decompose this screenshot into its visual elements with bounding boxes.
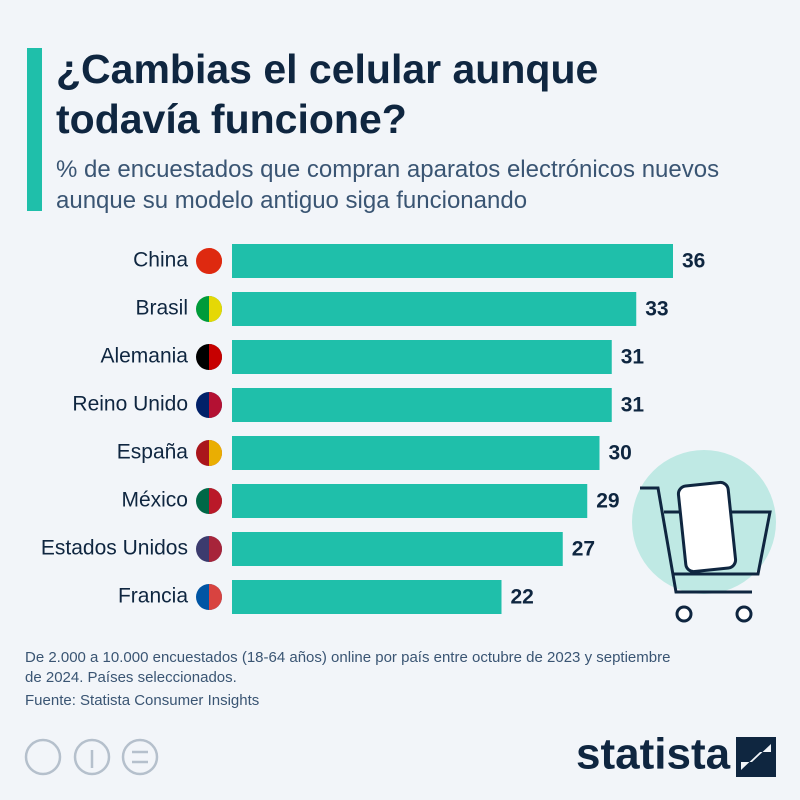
chart-subtitle: % de encuestados que compran aparatos el…	[56, 156, 720, 214]
value-label: 29	[596, 490, 619, 513]
bar	[232, 436, 600, 470]
bar	[232, 484, 588, 518]
value-label: 27	[572, 538, 595, 561]
flag-detail	[209, 392, 222, 418]
value-label: 22	[511, 586, 534, 609]
value-label: 36	[682, 250, 705, 273]
flag-detail	[209, 488, 222, 514]
category-label: España	[117, 441, 189, 464]
accent-bar	[27, 48, 42, 211]
cart-illustration	[632, 450, 776, 623]
category-label: Alemania	[100, 345, 188, 368]
flag-detail	[209, 536, 222, 562]
bar	[232, 244, 673, 278]
category-label: México	[121, 489, 188, 512]
license-icons	[24, 738, 159, 776]
flag-detail	[209, 344, 222, 370]
value-label: 30	[609, 442, 632, 465]
logo-mark	[736, 737, 776, 777]
category-label: Estados Unidos	[41, 537, 188, 560]
flag-detail	[209, 248, 222, 274]
bar	[232, 532, 563, 566]
value-label: 31	[621, 346, 645, 369]
footnote: De 2.000 a 10.000 encuestados (18-64 año…	[25, 649, 671, 686]
category-label: Brasil	[135, 297, 188, 320]
bar	[232, 388, 612, 422]
category-label: Francia	[118, 585, 188, 608]
category-label: Reino Unido	[72, 393, 188, 416]
chart-title: ¿Cambias el celular aunque todavía funci…	[56, 46, 599, 142]
flag-detail	[209, 584, 222, 610]
logo: statista	[576, 730, 731, 779]
flag-detail	[209, 440, 222, 466]
bar	[232, 580, 502, 614]
source: Fuente: Statista Consumer Insights	[25, 692, 260, 709]
flag-detail	[209, 296, 222, 322]
bar	[232, 292, 637, 326]
value-label: 33	[645, 298, 668, 321]
value-label: 31	[621, 394, 645, 417]
bar	[232, 340, 612, 374]
category-label: China	[133, 249, 188, 272]
